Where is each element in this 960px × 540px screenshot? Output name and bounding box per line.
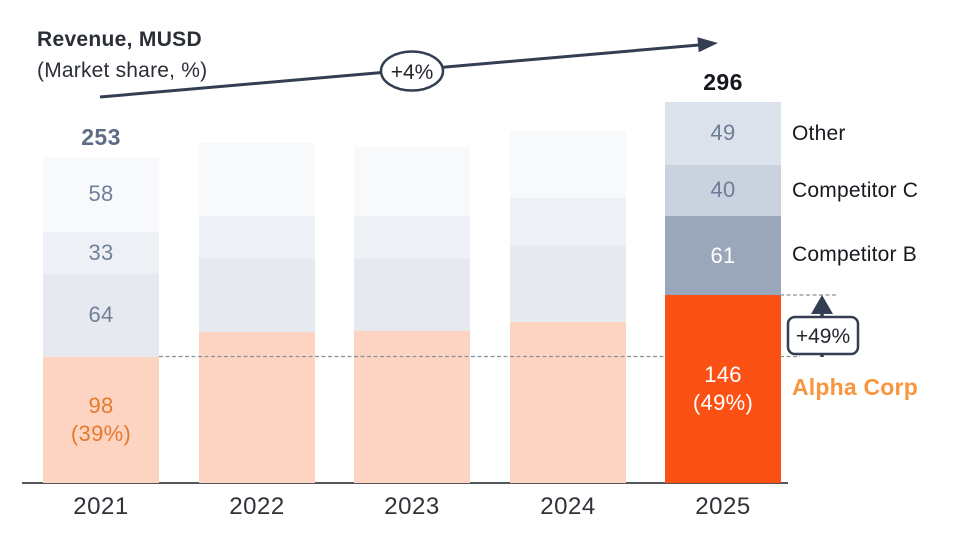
segment-competitor-c-2023: [354, 216, 470, 259]
stacked-bar-2023: [354, 146, 470, 483]
segment-value-label: 146 (49%): [692, 361, 754, 415]
segment-other-2021: 58: [43, 157, 159, 232]
legend-item-alpha-corp: Alpha Corp: [792, 374, 918, 400]
segment-value-label: 40: [710, 177, 736, 203]
segment-competitor-b-2024: [510, 245, 626, 322]
x-axis-line: [22, 482, 788, 484]
segment-alpha-corp-2021: 98 (39%): [43, 356, 159, 483]
segment-alpha-corp-2023: [354, 330, 470, 483]
segment-competitor-c-2021: 33: [43, 231, 159, 275]
segment-other-2022: [199, 142, 315, 217]
stacked-bar-2025: 49 40 61 146 (49%): [665, 101, 781, 483]
segment-alpha-corp-2025: 146 (49%): [665, 294, 781, 483]
segment-value-label: 98 (39%): [70, 392, 132, 446]
segment-competitor-b-2021: 64: [43, 274, 159, 357]
segment-competitor-b-2022: [199, 258, 315, 333]
segment-competitor-c-2022: [199, 216, 315, 259]
legend-item-other: Other: [792, 122, 846, 145]
segment-competitor-b-2023: [354, 258, 470, 331]
segment-value-label: 64: [88, 302, 114, 328]
stacked-bar-2021: 58 33 64 98 (39%): [43, 157, 159, 483]
segment-other-2023: [354, 146, 470, 217]
legend-item-competitor-b: Competitor B: [792, 243, 917, 266]
segment-other-2025: 49: [665, 101, 781, 165]
segment-alpha-corp-2022: [199, 332, 315, 483]
segment-value-label: 49: [710, 120, 736, 146]
segment-competitor-c-2024: [510, 198, 626, 246]
segment-competitor-c-2025: 40: [665, 164, 781, 217]
stacked-bar-2022: [199, 142, 315, 483]
segment-value-label: 33: [88, 239, 114, 265]
segment-competitor-b-2025: 61: [665, 216, 781, 295]
segment-alpha-corp-2024: [510, 321, 626, 483]
legend-item-competitor-c: Competitor C: [792, 179, 919, 202]
segment-value-label: 58: [88, 181, 114, 207]
stacked-bar-2024: [510, 131, 626, 483]
segment-value-label: 61: [710, 242, 736, 268]
segment-other-2024: [510, 131, 626, 199]
